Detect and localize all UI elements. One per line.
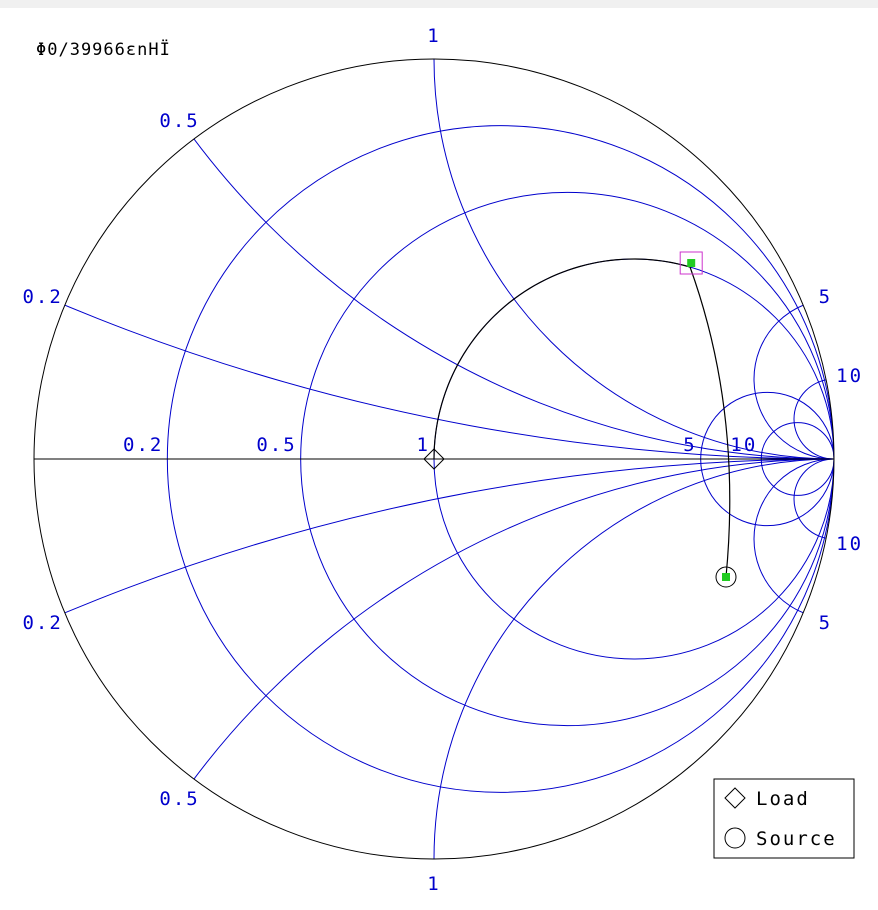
resistance-label-0_5: 0.5 — [256, 434, 296, 456]
reactance-label-top-1: 1 — [427, 25, 440, 47]
reactance-label-bottom-1: 1 — [427, 873, 440, 895]
reactance-label-top-5: 5 — [819, 286, 832, 308]
reactance-label-top-0_5: 0.5 — [159, 110, 199, 132]
reactance-label-bottom-0_5: 0.5 — [159, 788, 199, 810]
reactance-label-bottom-0_2: 0.2 — [22, 612, 62, 634]
reactance-arc-pos-0_2 — [0, 0, 878, 459]
reactance-arc-pos-1 — [434, 0, 878, 459]
marker-dot — [687, 259, 695, 267]
resistance-label-0_2: 0.2 — [123, 434, 163, 456]
legend: Load Source — [714, 779, 854, 858]
reactance-arc-pos-0_5 — [34, 0, 878, 459]
legend-label-load: Load — [756, 788, 810, 810]
resistance-label-10: 10 — [730, 434, 757, 456]
resistance-label-1: 1 — [417, 434, 430, 456]
reactance-label-bottom-5: 5 — [819, 612, 832, 634]
status-readout: Φ0/39966ɛnHÏ — [36, 39, 171, 60]
reactance-label-top-10: 10 — [836, 365, 863, 387]
reactance-label-top-0_2: 0.2 — [22, 286, 62, 308]
reactance-label-bottom-10: 10 — [836, 533, 863, 555]
marker-group — [424, 252, 736, 587]
source-dot — [722, 573, 730, 581]
legend-label-source: Source — [756, 828, 837, 850]
resistance-label-5: 5 — [683, 434, 696, 456]
